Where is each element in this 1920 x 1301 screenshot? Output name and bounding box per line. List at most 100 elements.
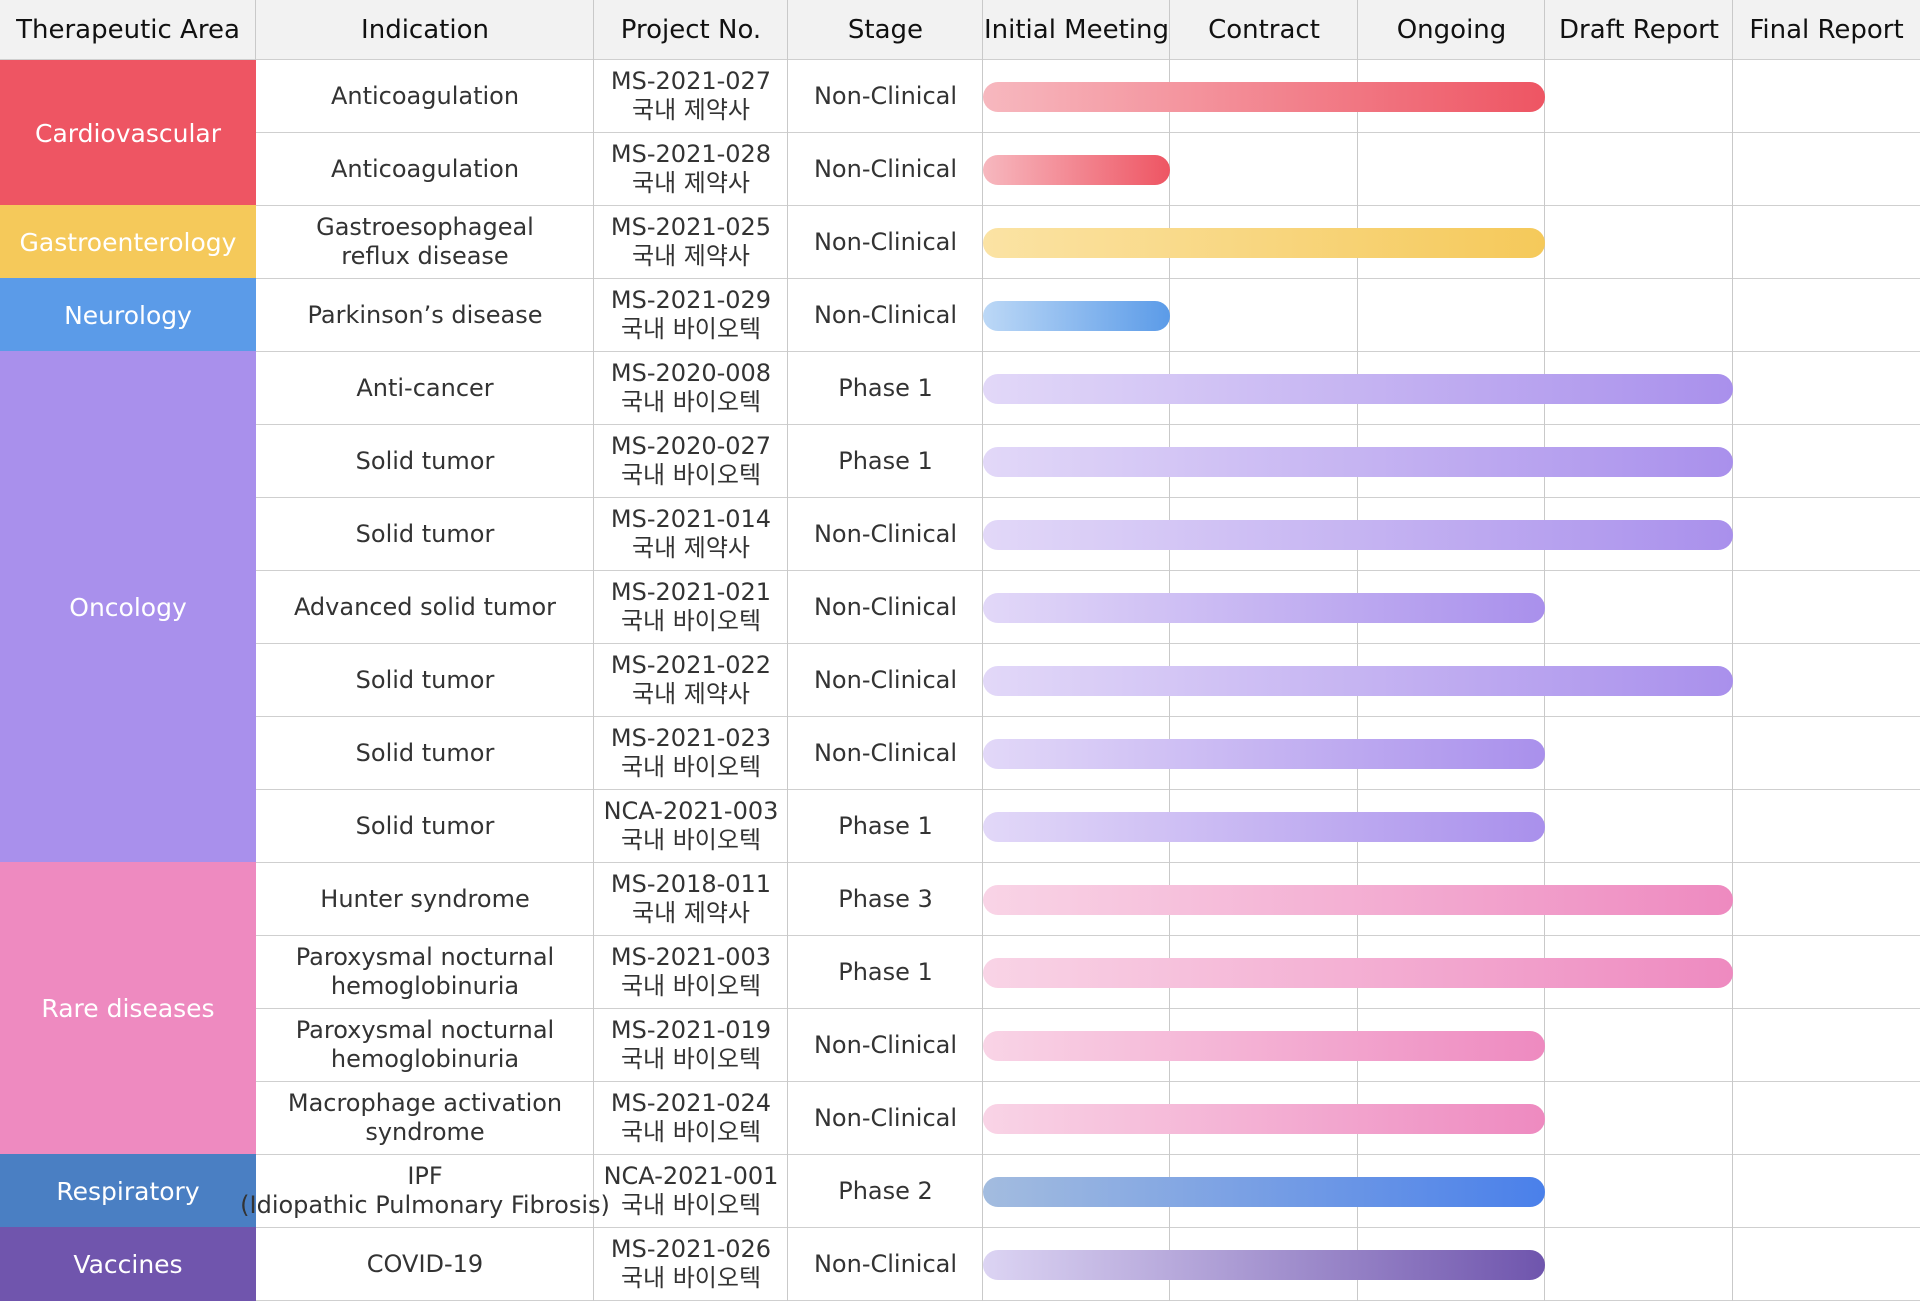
sponsor-label: 국내 바이오텍 xyxy=(620,1045,762,1073)
indication-text: Anticoagulation xyxy=(330,154,520,183)
stage-cell: Phase 3 xyxy=(838,884,933,913)
stage-cell: Non-Clinical xyxy=(813,738,958,767)
project-number: MS-2021-025 xyxy=(610,213,772,241)
indication-text: hemoglobinuria xyxy=(330,1045,520,1073)
row-divider xyxy=(256,205,1920,206)
project-cell: MS-2018-011 국내 제약사 xyxy=(594,863,788,935)
progress-bar xyxy=(983,447,1733,477)
sponsor-label: 국내 제약사 xyxy=(631,96,751,124)
sponsor-label: 국내 바이오텍 xyxy=(620,826,762,854)
project-number: MS-2021-022 xyxy=(610,651,772,679)
sponsor-label: 국내 바이오텍 xyxy=(620,607,762,635)
indication-cell: Parkinson’s disease xyxy=(256,279,594,351)
project-cell: NCA-2021-001 국내 바이오텍 xyxy=(594,1155,788,1227)
progress-bar xyxy=(983,82,1545,112)
stage-cell: Non-Clinical xyxy=(813,665,958,694)
row-divider xyxy=(256,497,1920,498)
indication-text: Paroxysmal nocturnal xyxy=(295,943,555,971)
indication-text: IPF xyxy=(407,1162,443,1190)
indication-text: Anticoagulation xyxy=(330,81,520,110)
progress-bar xyxy=(983,593,1545,623)
header-contract: Contract xyxy=(1170,0,1358,59)
column-divider xyxy=(1544,0,1545,1301)
column-divider xyxy=(593,0,594,1301)
therapeutic-area-neurology: Neurology xyxy=(0,278,256,352)
row-divider xyxy=(256,1081,1920,1082)
project-cell: MS-2021-028 국내 제약사 xyxy=(594,133,788,205)
indication-text: Gastroesophageal xyxy=(316,213,534,241)
indication-cell: Gastroesophageal reflux disease xyxy=(256,206,594,278)
progress-bar xyxy=(983,885,1733,915)
indication-cell: Anticoagulation xyxy=(256,60,594,132)
indication-text: syndrome xyxy=(365,1118,485,1146)
row-divider xyxy=(256,643,1920,644)
project-number: NCA-2021-001 xyxy=(603,1162,779,1190)
project-number: MS-2021-014 xyxy=(610,505,772,533)
indication-text: Solid tumor xyxy=(355,665,495,694)
row-divider xyxy=(256,570,1920,571)
row-divider xyxy=(256,278,1920,279)
sponsor-label: 국내 바이오텍 xyxy=(620,1118,762,1146)
stage-cell: Non-Clinical xyxy=(813,154,958,183)
sponsor-label: 국내 제약사 xyxy=(631,899,751,927)
progress-bar xyxy=(983,1104,1545,1134)
stage-cell: Phase 1 xyxy=(838,957,933,986)
project-cell: MS-2021-014 국내 제약사 xyxy=(594,498,788,570)
row-divider xyxy=(256,716,1920,717)
indication-text: reflux disease xyxy=(341,242,509,270)
sponsor-label: 국내 제약사 xyxy=(631,242,751,270)
header-draft-report: Draft Report xyxy=(1545,0,1733,59)
column-divider xyxy=(1357,0,1358,1301)
progress-bar xyxy=(983,228,1545,258)
therapeutic-area-rare-diseases: Rare diseases xyxy=(0,862,256,1155)
sponsor-label: 국내 제약사 xyxy=(631,680,751,708)
indication-cell: IPF (Idiopathic Pulmonary Fibrosis) xyxy=(240,1155,610,1227)
progress-bar xyxy=(983,1250,1545,1280)
column-divider xyxy=(787,0,788,1301)
project-number: MS-2021-029 xyxy=(610,286,772,314)
project-number: MS-2020-008 xyxy=(610,359,772,387)
progress-bar xyxy=(983,739,1545,769)
stage-cell: Phase 2 xyxy=(838,1176,933,1205)
sponsor-label: 국내 제약사 xyxy=(631,534,751,562)
header-ongoing: Ongoing xyxy=(1358,0,1545,59)
indication-cell: Solid tumor xyxy=(256,790,594,862)
indication-cell: Solid tumor xyxy=(256,425,594,497)
indication-cell: Anti-cancer xyxy=(256,352,594,424)
project-cell: MS-2020-008 국내 바이오텍 xyxy=(594,352,788,424)
stage-cell: Non-Clinical xyxy=(813,1030,958,1059)
indication-text: Advanced solid tumor xyxy=(293,592,557,621)
indication-text: Macrophage activation xyxy=(287,1089,563,1117)
project-cell: MS-2021-029 국내 바이오텍 xyxy=(594,279,788,351)
indication-text: Hunter syndrome xyxy=(320,884,530,913)
therapeutic-area-gastroenterology: Gastroenterology xyxy=(0,205,256,279)
project-number: MS-2021-028 xyxy=(610,140,772,168)
indication-text: Anti-cancer xyxy=(356,373,494,402)
project-number: MS-2018-011 xyxy=(610,870,772,898)
therapeutic-area-vaccines: Vaccines xyxy=(0,1227,256,1301)
indication-text: Solid tumor xyxy=(355,811,495,840)
indication-text: Paroxysmal nocturnal xyxy=(295,1016,555,1044)
indication-cell: COVID-19 xyxy=(256,1228,594,1300)
indication-text: (Idiopathic Pulmonary Fibrosis) xyxy=(240,1191,610,1219)
stage-cell: Non-Clinical xyxy=(813,227,958,256)
project-cell: MS-2021-025 국내 제약사 xyxy=(594,206,788,278)
project-cell: MS-2021-019 국내 바이오텍 xyxy=(594,1009,788,1081)
indication-cell: Solid tumor xyxy=(256,644,594,716)
sponsor-label: 국내 바이오텍 xyxy=(620,753,762,781)
progress-bar xyxy=(983,1177,1545,1207)
project-cell: MS-2021-022 국내 제약사 xyxy=(594,644,788,716)
row-divider xyxy=(256,862,1920,863)
indication-cell: Advanced solid tumor xyxy=(256,571,594,643)
sponsor-label: 국내 바이오텍 xyxy=(620,1264,762,1292)
row-divider xyxy=(256,1227,1920,1228)
header-final-report: Final Report xyxy=(1733,0,1920,59)
header-indication: Indication xyxy=(256,0,594,59)
progress-bar xyxy=(983,520,1733,550)
stage-cell: Non-Clinical xyxy=(813,81,958,110)
project-number: MS-2020-027 xyxy=(610,432,772,460)
project-cell: MS-2021-021 국내 바이오텍 xyxy=(594,571,788,643)
project-number: MS-2021-026 xyxy=(610,1235,772,1263)
sponsor-label: 국내 바이오텍 xyxy=(620,461,762,489)
